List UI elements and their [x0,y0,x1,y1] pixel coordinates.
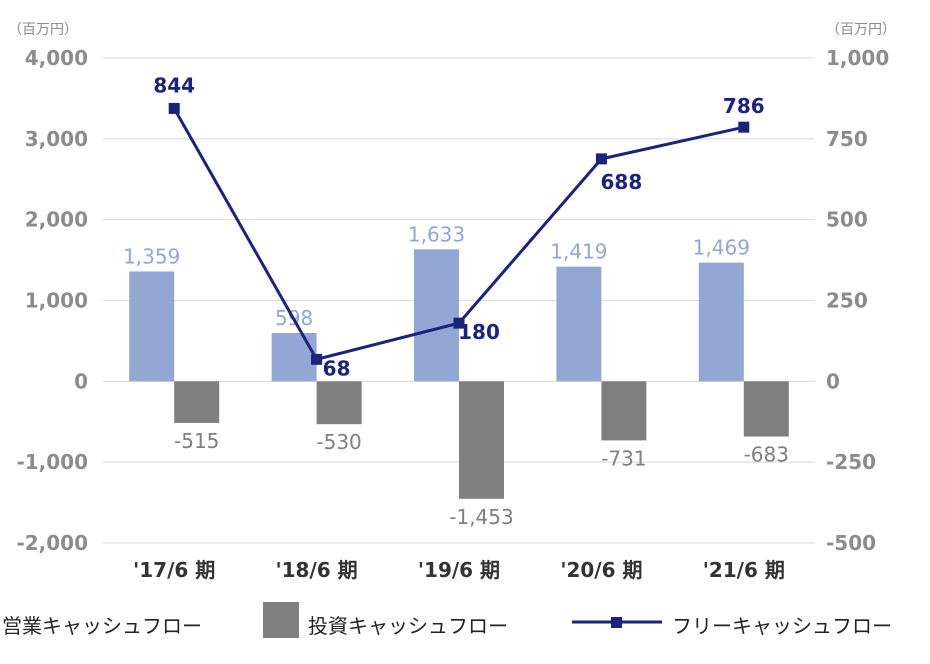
free-cf-marker [168,102,180,114]
left-axis-ticks: 4,000 3,000 2,000 1,000 0 -1,000 -2,000 [16,46,88,555]
legend-investing-swatch [263,602,299,638]
investing-cf-bar [316,381,362,425]
category-label: '18/6 期 [276,558,358,582]
bars: 1,359-515598-5301,633-1,4531,419-7311,46… [123,222,789,528]
operating-cf-bar [556,266,602,382]
operating-cf-label: 1,469 [693,236,750,260]
investing-cf-bar [174,381,220,423]
investing-cf-label: -515 [174,429,219,453]
right-tick-label: 0 [826,369,840,393]
investing-cf-bar [743,381,789,437]
investing-cf-label: -1,453 [449,505,513,529]
left-tick-label: 0 [74,369,88,393]
right-axis-ticks: 1,000 750 500 250 0 -250 -500 [826,46,889,555]
free-cf-label: 786 [723,94,765,118]
free-cf-label: 844 [153,73,195,97]
operating-cf-bar [129,271,175,382]
free-cf-label: 688 [601,170,643,194]
legend-free-label: フリーキャッシュフロー [672,614,892,638]
operating-cf-label: 1,359 [123,244,180,268]
left-axis-unit: （百万円） [8,22,78,38]
investing-cf-bar [601,381,647,441]
investing-cf-bar [459,381,504,499]
operating-cf-bar [698,262,744,382]
free-cf-label: 68 [323,356,351,380]
right-tick-label: 500 [826,208,868,232]
free-cf-marker [595,153,607,165]
legend-operating-label: 営業キャッシュフロー [2,614,202,638]
right-tick-label: -500 [826,531,876,555]
right-tick-label: 1,000 [826,46,889,70]
left-tick-label: 3,000 [25,127,88,151]
operating-cf-bar [414,249,459,382]
operating-cf-bar [271,332,317,382]
legend-free-swatch [572,617,662,628]
category-labels: '17/6 期 '18/6 期 '19/6 期 '20/6 期 '21/6 期 [133,558,785,582]
left-tick-label: 2,000 [25,208,88,232]
legend: 営業キャッシュフロー 投資キャッシュフロー フリーキャッシュフロー [0,600,930,650]
left-tick-label: -1,000 [16,450,88,474]
investing-cf-label: -731 [601,446,646,470]
left-tick-label: 1,000 [25,289,88,313]
category-label: '20/6 期 [560,558,642,582]
free-cash-flow-line: 844 68 180 688 786 [153,73,764,380]
free-cf-marker [738,121,750,133]
free-cf-marker [453,317,465,329]
right-tick-label: 750 [826,127,868,151]
legend-investing-label: 投資キャッシュフロー [308,614,508,638]
left-tick-label: -2,000 [16,531,88,555]
operating-cf-label: 1,633 [408,222,465,246]
investing-cf-label: -530 [316,430,361,454]
right-tick-label: -250 [826,450,876,474]
category-label: '19/6 期 [418,558,500,582]
free-cf-marker [311,353,323,365]
free-cf-label: 180 [458,320,500,344]
chart-canvas: 4,000 3,000 2,000 1,000 0 -1,000 -2,000 1,000 7… [8,22,896,582]
left-tick-label: 4,000 [25,46,88,70]
investing-cf-label: -683 [744,443,789,467]
category-label: '17/6 期 [133,558,215,582]
right-axis-unit: （百万円） [826,22,896,38]
category-label: '21/6 期 [703,558,785,582]
right-tick-label: 250 [826,289,868,313]
operating-cf-label: 1,419 [550,240,607,264]
